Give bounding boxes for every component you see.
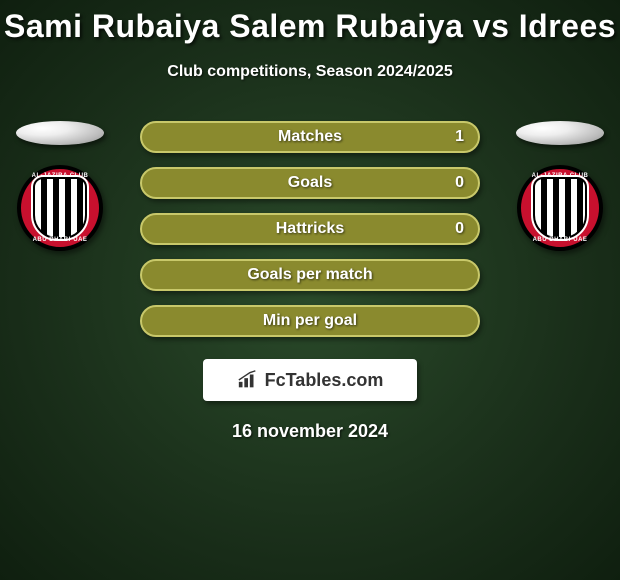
- stat-label: Matches: [278, 128, 342, 146]
- date-text: 16 november 2024: [0, 421, 620, 442]
- stat-bar-hattricks: Hattricks 0: [140, 213, 480, 245]
- stat-label: Goals: [288, 174, 332, 192]
- club-shield-icon: [33, 177, 87, 239]
- stat-bar-goals-per-match: Goals per match: [140, 259, 480, 291]
- subtitle: Club competitions, Season 2024/2025: [0, 63, 620, 81]
- player-right-side: AL-JAZIRA CLUB ABU DHABI-UAE: [510, 121, 610, 251]
- player-left-marker: [16, 121, 104, 145]
- stat-label: Min per goal: [263, 312, 357, 330]
- club-logo-right: AL-JAZIRA CLUB ABU DHABI-UAE: [517, 165, 603, 251]
- stat-bar-matches: Matches 1: [140, 121, 480, 153]
- club-logo-left: AL-JAZIRA CLUB ABU DHABI-UAE: [17, 165, 103, 251]
- stat-bar-min-per-goal: Min per goal: [140, 305, 480, 337]
- club-name-top: AL-JAZIRA CLUB: [32, 173, 89, 179]
- stat-bar-goals: Goals 0: [140, 167, 480, 199]
- branding-badge: FcTables.com: [203, 359, 417, 401]
- club-name-top: AL-JAZIRA CLUB: [532, 173, 589, 179]
- club-name-bot: ABU DHABI-UAE: [533, 237, 588, 243]
- player-right-marker: [516, 121, 604, 145]
- page-title: Sami Rubaiya Salem Rubaiya vs Idrees: [0, 0, 620, 45]
- comparison-content: AL-JAZIRA CLUB ABU DHABI-UAE AL-JAZIRA C…: [0, 121, 620, 442]
- stat-value-right: 0: [455, 174, 464, 192]
- stat-value-right: 0: [455, 220, 464, 238]
- club-name-bot: ABU DHABI-UAE: [33, 237, 88, 243]
- stat-value-right: 1: [455, 128, 464, 146]
- stat-label: Hattricks: [276, 220, 344, 238]
- club-shield-icon: [533, 177, 587, 239]
- stat-bars: Matches 1 Goals 0 Hattricks 0 Goals per …: [140, 121, 480, 337]
- branding-text: FcTables.com: [265, 370, 384, 391]
- stat-label: Goals per match: [247, 266, 372, 284]
- bar-chart-icon: [237, 370, 259, 390]
- player-left-side: AL-JAZIRA CLUB ABU DHABI-UAE: [10, 121, 110, 251]
